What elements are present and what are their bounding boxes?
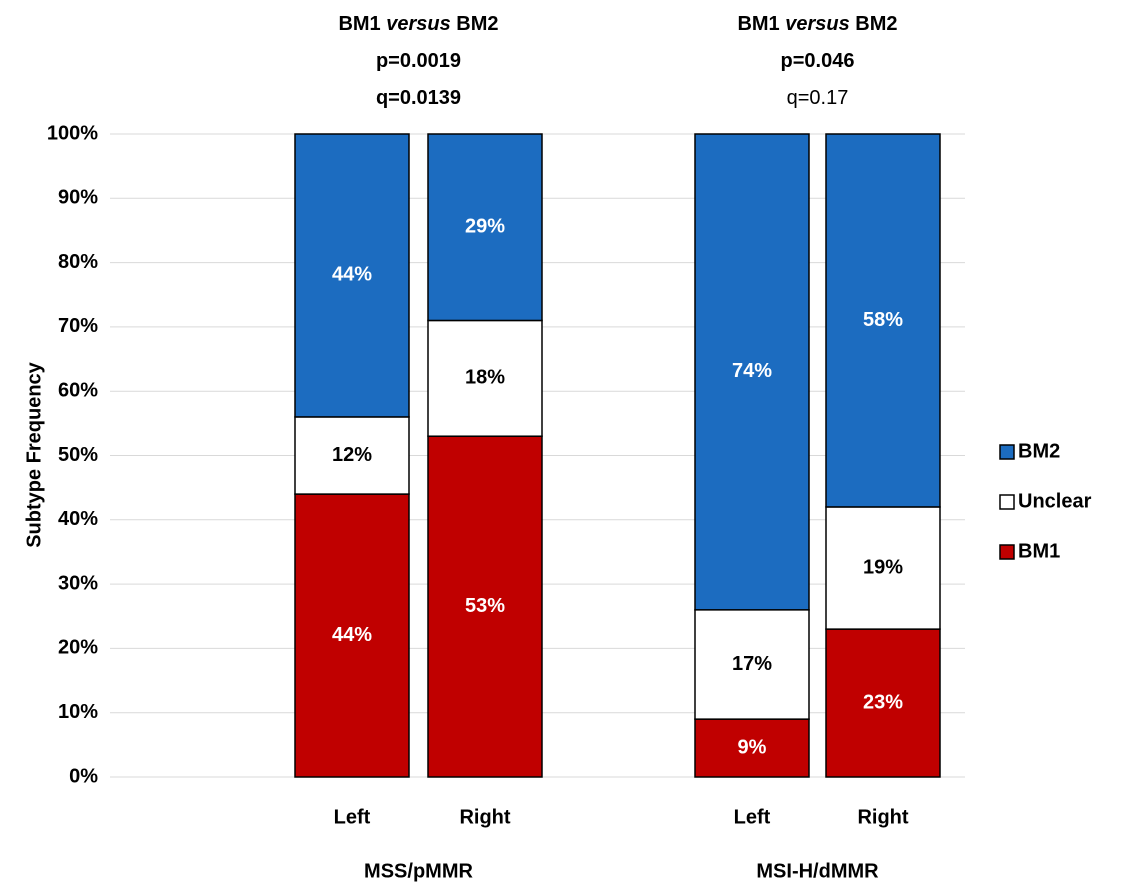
y-tick-label: 50% bbox=[58, 444, 98, 466]
x-tick-label: Left bbox=[334, 806, 371, 828]
annotation-part: versus bbox=[785, 13, 850, 35]
legend-swatch bbox=[999, 444, 1015, 460]
data-label: 44% bbox=[332, 264, 372, 286]
group-annotation: q=0.0139 bbox=[376, 87, 461, 109]
y-tick-label: 80% bbox=[58, 251, 98, 273]
data-label: 17% bbox=[732, 653, 772, 675]
annotation-part: p=0.0019 bbox=[376, 50, 461, 72]
annotation-part: q=0.0139 bbox=[376, 87, 461, 109]
legend-swatch bbox=[999, 494, 1015, 510]
bar-segment bbox=[294, 133, 410, 418]
data-label: 18% bbox=[465, 367, 505, 389]
annotation-part: versus bbox=[386, 13, 451, 35]
bar-segment bbox=[825, 628, 941, 778]
bar-segment bbox=[427, 435, 543, 778]
x-tick-label: Left bbox=[734, 806, 771, 828]
bar-segment bbox=[427, 133, 543, 322]
bar-segment bbox=[825, 133, 941, 508]
y-tick-label: 30% bbox=[58, 572, 98, 594]
data-label: 19% bbox=[863, 556, 903, 578]
group-label: MSI-H/dMMR bbox=[756, 860, 879, 882]
y-tick-label: 20% bbox=[58, 637, 98, 659]
y-tick-label: 40% bbox=[58, 508, 98, 530]
group-annotation: q=0.17 bbox=[787, 87, 849, 109]
y-tick-label: 60% bbox=[58, 379, 98, 401]
bar-segment bbox=[825, 506, 941, 630]
legend-label: BM2 bbox=[1018, 440, 1060, 462]
group-label: MSS/pMMR bbox=[364, 860, 473, 882]
group-annotation: BM1 versus BM2 bbox=[737, 13, 897, 35]
group-annotation: BM1 versus BM2 bbox=[338, 13, 498, 35]
y-tick-label: 90% bbox=[58, 187, 98, 209]
bar-segment bbox=[294, 493, 410, 778]
data-label: 29% bbox=[465, 216, 505, 238]
y-tick-label: 0% bbox=[69, 765, 98, 787]
annotation-part: BM1 bbox=[338, 13, 386, 35]
bar-segment bbox=[694, 133, 810, 611]
bar-segment bbox=[294, 416, 410, 495]
annotation-part: BM2 bbox=[451, 13, 499, 35]
y-axis-label: Subtype Frequency bbox=[23, 361, 45, 547]
annotation-part: q=0.17 bbox=[787, 87, 849, 109]
x-tick-label: Right bbox=[459, 806, 510, 828]
data-label: 58% bbox=[863, 309, 903, 331]
bar-segment bbox=[694, 609, 810, 720]
y-tick-label: 70% bbox=[58, 315, 98, 337]
group-annotation: p=0.046 bbox=[781, 50, 855, 72]
x-tick-label: Right bbox=[857, 806, 908, 828]
group-annotation: p=0.0019 bbox=[376, 50, 461, 72]
legend-swatch bbox=[999, 544, 1015, 560]
legend-label: BM1 bbox=[1018, 540, 1060, 562]
y-tick-label: 10% bbox=[58, 701, 98, 723]
annotation-part: BM1 bbox=[737, 13, 785, 35]
data-label: 9% bbox=[738, 736, 767, 758]
bar-segment bbox=[427, 319, 543, 437]
data-label: 12% bbox=[332, 444, 372, 466]
data-label: 23% bbox=[863, 691, 903, 713]
data-label: 74% bbox=[732, 360, 772, 382]
annotation-part: BM2 bbox=[850, 13, 898, 35]
data-label: 53% bbox=[465, 595, 505, 617]
y-tick-label: 100% bbox=[47, 122, 98, 144]
legend-label: Unclear bbox=[1018, 490, 1092, 512]
data-label: 44% bbox=[332, 624, 372, 646]
annotation-part: p=0.046 bbox=[781, 50, 855, 72]
